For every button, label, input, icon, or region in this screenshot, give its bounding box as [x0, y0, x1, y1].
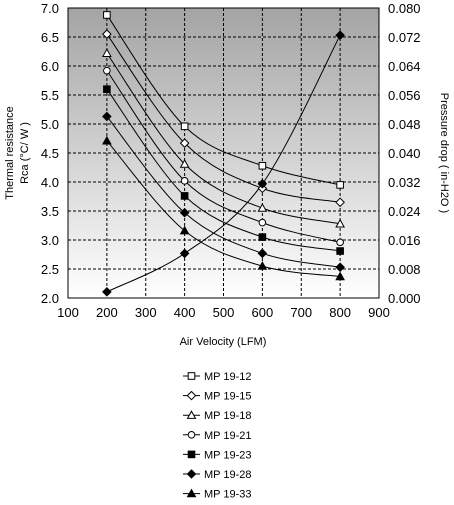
- data-point-mp-19-15: [102, 29, 112, 39]
- legend-label-mp-19-28: MP 19-28: [204, 469, 252, 481]
- left-tick-label: 6.0: [41, 59, 59, 74]
- series-line-mp-19-23: [106, 88, 341, 252]
- legend-label-mp-19-12: MP 19-12: [204, 371, 252, 383]
- right-tick-label: 0.000: [388, 291, 421, 306]
- left-tick-label: 3.5: [41, 204, 59, 219]
- left-tick-label: 6.5: [41, 30, 59, 45]
- x-tick-label: 400: [174, 305, 196, 320]
- series-curves: [106, 14, 341, 293]
- data-point-mp-19-23: [336, 247, 344, 255]
- right-axis-title: Pressure drop ( in-H2O ): [438, 93, 450, 213]
- data-point-mp-19-12: [258, 161, 267, 170]
- data-point-pressure-drop: [257, 179, 268, 189]
- data-point-mp-19-12: [336, 181, 344, 189]
- right-tick-label: 0.080: [388, 1, 421, 16]
- data-point-mp-19-21: [103, 66, 111, 75]
- data-point-mp-19-21: [258, 218, 267, 227]
- right-tick-label: 0.040: [388, 146, 421, 161]
- series-line-mp-19-21: [106, 70, 341, 243]
- x-tick-label: 600: [252, 305, 274, 320]
- data-point-mp-19-15: [335, 197, 345, 208]
- right-tick-label: 0.056: [388, 88, 421, 103]
- data-point-mp-19-23: [180, 192, 189, 200]
- legend-label-mp-19-18: MP 19-18: [204, 410, 252, 422]
- data-point-mp-19-12: [180, 122, 189, 131]
- data-point-pressure-drop: [102, 287, 112, 297]
- legend-label-mp-19-23: MP 19-23: [204, 449, 252, 461]
- series-line-mp-19-33: [106, 140, 341, 278]
- x-axis-title: Air Velocity (LFM): [180, 336, 267, 348]
- left-tick-label: 3.0: [41, 233, 59, 248]
- data-point-mp-19-33: [335, 271, 345, 281]
- data-point-mp-19-28: [257, 248, 268, 259]
- right-tick-label: 0.032: [388, 175, 421, 190]
- data-point-mp-19-18: [102, 48, 112, 57]
- legend-marker-mp-19-15: [186, 390, 197, 401]
- data-point-mp-19-23: [258, 233, 267, 241]
- series-line-pressure-drop: [106, 34, 341, 293]
- right-tick-label: 0.008: [388, 262, 421, 277]
- legend-label-mp-19-15: MP 19-15: [204, 391, 252, 403]
- tick-labels: 100 200 300 400 500 600 700 800 900 2.0 0.000 2.5 0.…: [41, 1, 421, 320]
- data-point-pressure-drop: [335, 30, 345, 40]
- data-point-mp-19-33: [102, 135, 112, 145]
- legend-marker-mp-19-28: [186, 469, 197, 479]
- x-tick-label: 500: [213, 305, 235, 320]
- left-axis-title-line1: Thermal resistance: [4, 106, 16, 200]
- left-tick-label: 2.5: [41, 262, 59, 277]
- data-point-mp-19-18: [179, 158, 190, 168]
- legend: MP 19-12 MP 19-15 MP 19-18 MP 19-21 MP 19-23…: [183, 371, 252, 501]
- data-point-mp-19-33: [257, 261, 268, 270]
- series-line-mp-19-18: [106, 52, 341, 225]
- legend-marker-mp-19-23: [187, 450, 196, 459]
- left-tick-label: 7.0: [41, 1, 59, 16]
- data-point-mp-19-21: [336, 238, 344, 247]
- legend-label-mp-19-21: MP 19-21: [204, 430, 252, 442]
- data-point-mp-19-33: [179, 225, 190, 235]
- x-tick-label: 900: [368, 305, 390, 320]
- series-line-mp-19-15: [106, 33, 341, 203]
- left-axis-title-line2: Rca (°C/ W ): [19, 122, 31, 184]
- left-tick-label: 5.5: [41, 88, 59, 103]
- legend-marker-mp-19-12: [187, 372, 196, 380]
- right-tick-label: 0.048: [388, 117, 421, 132]
- data-point-mp-19-18: [335, 218, 345, 228]
- left-tick-label: 5.0: [41, 117, 59, 132]
- data-point-mp-19-28: [102, 111, 112, 122]
- left-tick-label: 4.5: [41, 146, 59, 161]
- left-tick-label: 4.0: [41, 175, 59, 190]
- data-point-pressure-drop: [179, 248, 190, 259]
- x-tick-label: 700: [290, 305, 312, 320]
- x-tick-label: 800: [329, 305, 351, 320]
- right-tick-label: 0.024: [388, 204, 421, 219]
- series-line-mp-19-28: [106, 116, 341, 268]
- legend-label-mp-19-33: MP 19-33: [204, 489, 252, 501]
- data-point-mp-19-23: [103, 85, 111, 94]
- data-point-mp-19-28: [335, 262, 345, 273]
- grid-lines: [68, 8, 379, 298]
- series-line-mp-19-12: [106, 14, 341, 186]
- left-tick-label: 2.0: [41, 291, 59, 306]
- right-tick-label: 0.072: [388, 30, 421, 45]
- data-point-mp-19-28: [179, 207, 190, 218]
- right-tick-label: 0.016: [388, 233, 421, 248]
- data-point-mp-19-15: [179, 138, 190, 148]
- x-tick-label: 200: [96, 305, 118, 320]
- data-point-mp-19-12: [103, 11, 111, 19]
- legend-marker-mp-19-21: [187, 431, 196, 439]
- series-markers: [102, 11, 345, 297]
- data-point-mp-19-21: [180, 177, 189, 185]
- x-tick-label: 300: [135, 305, 157, 320]
- right-tick-label: 0.064: [388, 59, 421, 74]
- x-tick-label: 100: [57, 305, 79, 320]
- legend-marker-mp-19-18: [186, 410, 197, 419]
- legend-marker-mp-19-33: [186, 488, 197, 498]
- data-point-mp-19-18: [257, 203, 268, 212]
